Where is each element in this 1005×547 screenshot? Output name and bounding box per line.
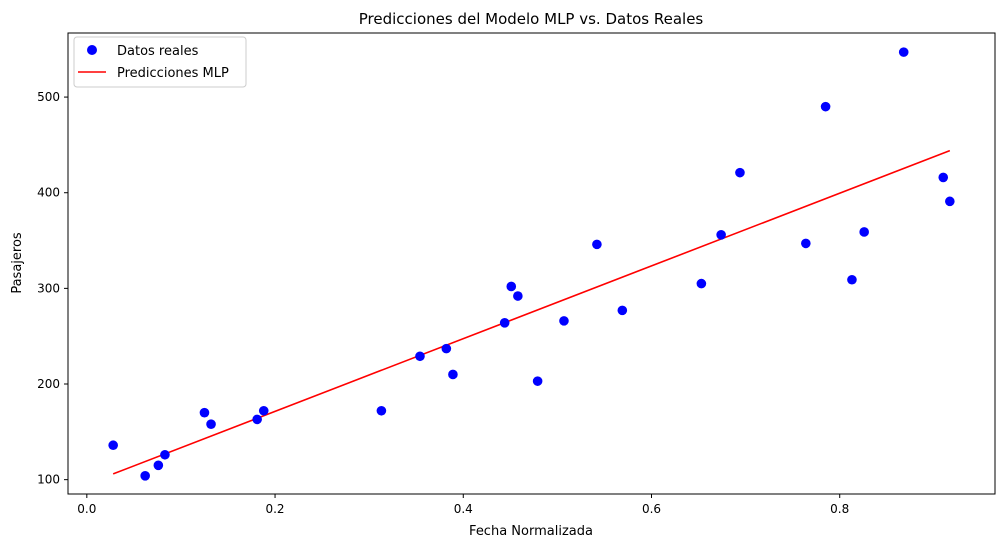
data-point: [441, 343, 452, 354]
legend-label-predicciones-mlp: Predicciones MLP: [117, 66, 229, 81]
data-point: [859, 227, 869, 237]
data-point: [252, 414, 262, 425]
scatter-points: [108, 47, 955, 481]
data-point: [415, 351, 425, 362]
data-point: [513, 291, 523, 301]
chart-title: Predicciones del Modelo MLP vs. Datos Re…: [359, 10, 704, 28]
data-point: [945, 196, 955, 207]
data-point: [153, 460, 164, 471]
axes-frame: [67, 32, 996, 495]
plot-area: [108, 47, 955, 481]
data-point: [199, 407, 210, 418]
data-point: [532, 376, 543, 386]
x-tick-label: 0.2: [265, 502, 284, 516]
data-point: [847, 274, 857, 285]
data-point: [559, 316, 569, 326]
data-point: [716, 230, 726, 240]
y-axis-label: Pasajeros: [10, 232, 25, 294]
x-tick-label: 0.6: [642, 502, 661, 516]
data-point: [898, 47, 909, 57]
data-point: [801, 238, 811, 249]
data-point: [820, 101, 831, 112]
y-tick-label: 200: [37, 377, 60, 391]
y-tick-label: 500: [37, 90, 60, 104]
legend: Datos reales Predicciones MLP: [73, 36, 247, 88]
data-point: [258, 405, 269, 416]
data-point: [592, 239, 602, 250]
data-point: [506, 281, 517, 292]
x-tick-label: 0.4: [454, 502, 473, 516]
legend-label-datos-reales: Datos reales: [117, 44, 199, 59]
x-axis-ticks: 0.0 0.2 0.4 0.6 0.8: [77, 494, 849, 516]
data-point: [206, 419, 216, 429]
legend-box: [73, 36, 247, 88]
legend-marker-datos-reales: [87, 45, 97, 55]
x-tick-label: 0.8: [830, 502, 849, 516]
data-point: [735, 167, 745, 178]
y-tick-label: 100: [37, 473, 60, 487]
x-axis-label: Fecha Normalizada: [469, 524, 593, 539]
y-tick-label: 300: [37, 281, 60, 295]
data-point: [140, 471, 150, 481]
data-point: [617, 305, 628, 316]
data-point: [160, 449, 170, 460]
data-point: [108, 440, 118, 451]
data-point: [938, 172, 949, 183]
data-point: [696, 278, 707, 289]
data-point: [499, 317, 510, 328]
data-point: [376, 405, 387, 416]
y-axis-ticks: 100 200 300 400 500: [37, 90, 68, 487]
y-tick-label: 400: [37, 186, 60, 200]
data-point: [448, 369, 458, 380]
x-tick-label: 0.0: [77, 502, 96, 516]
